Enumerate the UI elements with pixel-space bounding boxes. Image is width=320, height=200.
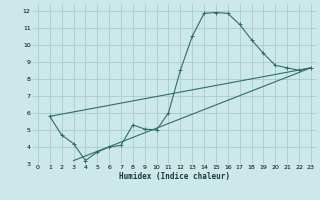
X-axis label: Humidex (Indice chaleur): Humidex (Indice chaleur) <box>119 172 230 181</box>
